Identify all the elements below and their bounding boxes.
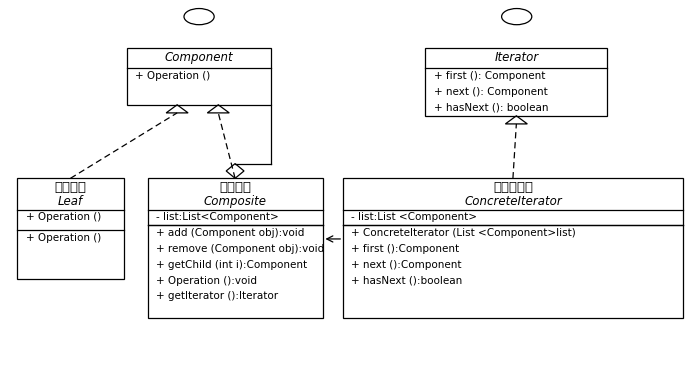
Text: 叶子构件: 叶子构件 (55, 181, 87, 194)
Text: + ConcreteIterator (List <Component>list): + ConcreteIterator (List <Component>list… (351, 228, 576, 238)
Text: + Operation (): + Operation () (25, 232, 101, 243)
Text: + first ():Component: + first ():Component (351, 244, 459, 254)
Text: + remove (Component obj):void: + remove (Component obj):void (156, 244, 324, 254)
Text: Component: Component (164, 51, 233, 64)
Text: Iterator: Iterator (494, 51, 538, 64)
Text: + next (): Component: + next (): Component (434, 87, 547, 97)
Text: - list:List <Component>: - list:List <Component> (351, 213, 477, 222)
Text: Leaf: Leaf (58, 195, 83, 208)
Text: + hasNext (): boolean: + hasNext (): boolean (434, 103, 548, 112)
Text: + Operation ():void: + Operation ():void (156, 276, 257, 286)
Bar (148, 178, 323, 318)
Bar (127, 48, 271, 105)
Text: - list:List<Component>: - list:List<Component> (156, 213, 279, 222)
Text: + getIterator ():Iterator: + getIterator ():Iterator (156, 291, 278, 302)
Text: + hasNext ():boolean: + hasNext ():boolean (351, 276, 463, 286)
Bar (18, 178, 124, 279)
Text: Composite: Composite (204, 195, 267, 208)
Bar (343, 178, 682, 318)
Text: + Operation (): + Operation () (135, 71, 211, 81)
Text: + Operation (): + Operation () (25, 213, 101, 222)
Text: + first (): Component: + first (): Component (434, 71, 545, 81)
Text: ConcreteIterator: ConcreteIterator (464, 195, 562, 208)
Bar (426, 48, 608, 116)
Text: 容器构件: 容器构件 (219, 181, 251, 194)
Text: + add (Component obj):void: + add (Component obj):void (156, 228, 304, 238)
Text: + next ():Component: + next ():Component (351, 260, 462, 270)
Text: + getChild (int i):Component: + getChild (int i):Component (156, 260, 307, 270)
Text: 具体迭代器: 具体迭代器 (493, 181, 533, 194)
